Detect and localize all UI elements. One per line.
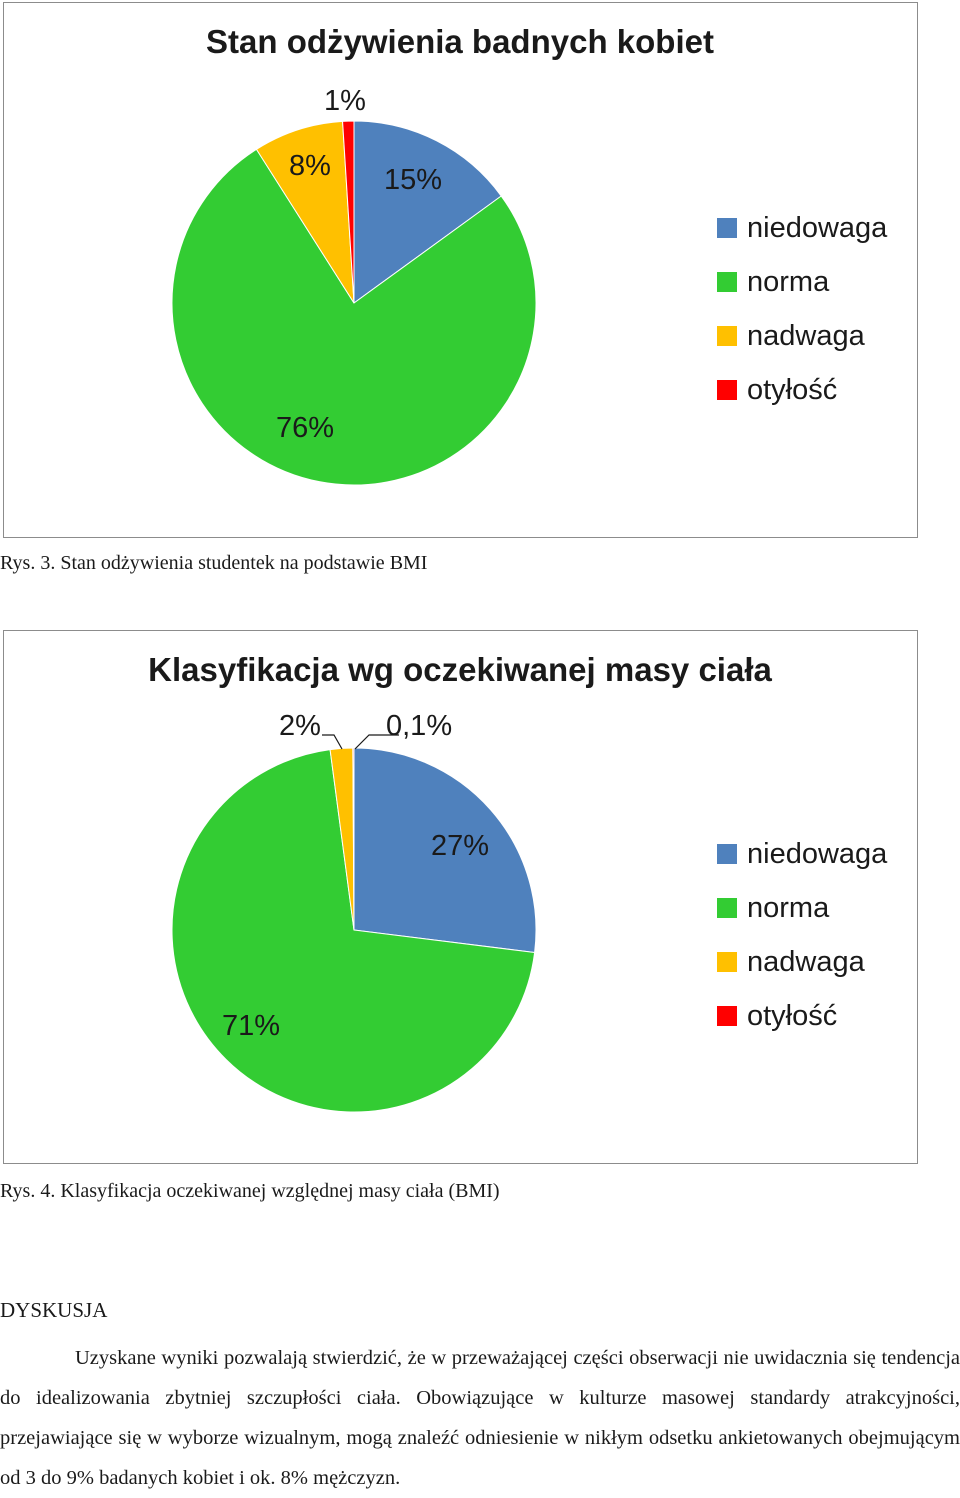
legend-swatch (717, 952, 737, 972)
legend-item-norma: norma (717, 255, 887, 309)
legend-item-otylosc: otyłość (717, 363, 887, 417)
legend-item-otylosc: otyłość (717, 989, 887, 1043)
legend-item-nadwaga: nadwaga (717, 935, 887, 989)
legend-swatch (717, 898, 737, 918)
pie-slice-norma (171, 749, 536, 1113)
data-label-niedowaga: 15% (384, 164, 442, 196)
legend-item-niedowaga: niedowaga (717, 827, 887, 881)
data-label-nadwaga: 2% (279, 710, 321, 742)
legend-swatch (717, 218, 737, 238)
chart-title: Klasyfikacja wg oczekiwanej masy ciała (148, 651, 772, 688)
data-label-otyłość: 1% (324, 85, 366, 117)
data-label-norma: 71% (222, 1010, 280, 1042)
chart-legend: niedowaga norma nadwaga otyłość (717, 201, 887, 417)
legend-item-norma: norma (717, 881, 887, 935)
pie-slice-niedowaga (353, 747, 537, 954)
data-label-norma: 76% (276, 412, 334, 444)
section-heading: DYSKUSJA (0, 1298, 108, 1322)
figure-3-caption: Rys. 3. Stan odżywienia studentek na pod… (0, 552, 428, 574)
legend-label: nadwaga (747, 319, 865, 352)
pie-chart-1-svg: 15% 76% 8% 1% (171, 85, 537, 486)
legend-swatch (717, 272, 737, 292)
discussion-paragraph: Uzyskane wyniki pozwalają stwierdzić, że… (0, 1347, 960, 1489)
pie-slice-norma (171, 148, 537, 486)
legend-label: otyłość (747, 373, 838, 406)
leader-line (354, 734, 399, 750)
data-label-nadwaga: 8% (289, 150, 331, 182)
legend-label: nadwaga (747, 945, 865, 978)
pie-chart-2-svg: 27% 71% 2% 0,1% (171, 710, 537, 1113)
legend-item-nadwaga: nadwaga (717, 309, 887, 363)
legend-label: otyłość (747, 999, 838, 1032)
pie-slice-otyłość (352, 747, 355, 931)
legend-label: norma (747, 891, 830, 924)
chart-nutrition-status: 15% 76% 8% 1% Stan odżywienia badnych kobie… (3, 2, 918, 538)
legend-swatch (717, 1006, 737, 1026)
pie-slice-otyłość (342, 120, 355, 304)
legend-label: niedowaga (747, 837, 888, 870)
leader-line (322, 734, 343, 750)
figure-4-caption: Rys. 4. Klasyfikacja oczekiwanej względn… (0, 1180, 500, 1202)
chart-legend: niedowaga norma nadwaga otyłość (717, 827, 887, 1043)
legend-label: niedowaga (747, 211, 888, 244)
chart-title: Stan odżywienia badnych kobiet (206, 23, 714, 60)
legend-item-niedowaga: niedowaga (717, 201, 887, 255)
pie-slice-nadwaga (255, 120, 355, 304)
data-label-niedowaga: 27% (431, 830, 489, 862)
chart-expected-mass: 27% 71% 2% 0,1% Klasyfikacja wg oczekiwanej… (3, 630, 918, 1164)
legend-swatch (717, 326, 737, 346)
pie-slice-niedowaga (353, 120, 502, 304)
legend-swatch (717, 380, 737, 400)
legend-swatch (717, 844, 737, 864)
data-label-otyłość: 0,1% (386, 710, 452, 742)
legend-label: norma (747, 265, 830, 298)
